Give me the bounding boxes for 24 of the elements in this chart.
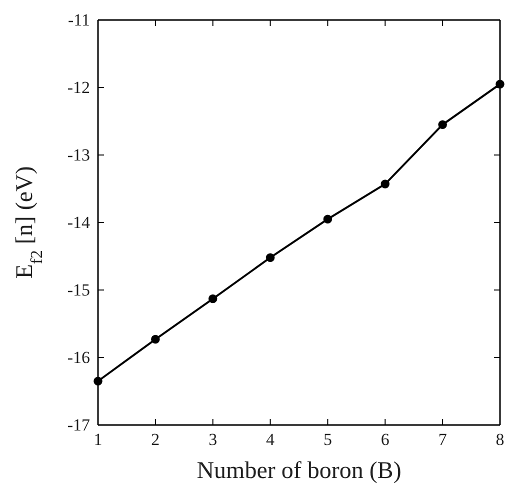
x-axis-title: Number of boron (B) [196, 458, 402, 484]
point [266, 253, 275, 262]
point [496, 80, 504, 88]
point [380, 180, 390, 188]
y-tick-label: -15 [67, 280, 90, 300]
y-tick-label: -13 [67, 145, 90, 164]
point [438, 120, 447, 129]
x-tick-label: 3 [208, 430, 218, 450]
x-tick-label: 4 [266, 430, 276, 450]
x-tick-label: 6 [380, 430, 390, 450]
x-tick-label: 2 [151, 430, 160, 450]
point [208, 294, 218, 304]
point [94, 376, 102, 386]
y-tick-label: -16 [67, 348, 90, 367]
x-tick-label: 1 [94, 430, 102, 450]
x-tick-label: 7 [438, 430, 448, 450]
point [151, 334, 160, 344]
y-tick-label: -11 [68, 10, 90, 30]
x-tick-label: 8 [496, 430, 504, 450]
x-tick-label: 5 [323, 430, 332, 450]
point [323, 214, 332, 224]
y-tick-label: -14 [67, 212, 90, 232]
y-tick-label: -12 [67, 78, 90, 97]
y-tick-label: -17 [67, 415, 90, 434]
